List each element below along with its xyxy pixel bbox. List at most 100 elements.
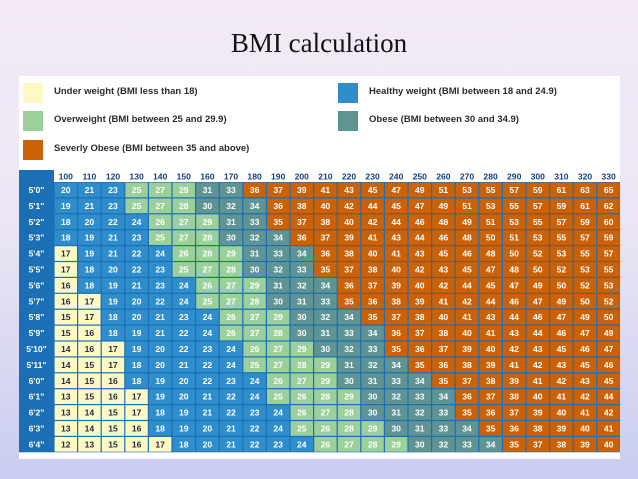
- bmi-cell: [479, 246, 502, 261]
- bmi-value: 15: [85, 376, 95, 386]
- bmi-cell: [408, 325, 431, 341]
- bmi-cell: [337, 357, 361, 373]
- bmi-value: 16: [61, 280, 71, 290]
- bmi-value: 49: [533, 280, 543, 290]
- legend-label-obese: Obese (BMI between 30 and 34.9): [369, 114, 519, 125]
- bmi-cell: [290, 214, 313, 230]
- bmi-cell: [101, 214, 125, 230]
- bmi-cell: [78, 373, 101, 389]
- bmi-cell: [408, 357, 431, 373]
- bmi-value: 37: [509, 408, 519, 418]
- bmi-cell: [243, 341, 266, 357]
- bmi-value: 24: [203, 328, 213, 338]
- bmi-cell: [243, 389, 266, 404]
- bmi-value: 27: [273, 344, 283, 354]
- weight-header-label: 160: [200, 172, 215, 182]
- bmi-value: 29: [321, 376, 331, 386]
- bmi-cell: [597, 341, 620, 357]
- bmi-value: 42: [580, 392, 590, 402]
- bmi-cell: [267, 437, 290, 452]
- bmi-cell: [503, 293, 526, 309]
- bmi-cell: [432, 357, 455, 373]
- bmi-cell: [54, 421, 77, 436]
- bmi-cell: [550, 198, 573, 214]
- height-row-label: 6'0": [29, 376, 45, 386]
- bmi-value: 36: [415, 344, 425, 354]
- bmi-value: 23: [155, 280, 165, 290]
- bmi-value: 28: [368, 439, 378, 449]
- bmi-cell: [267, 357, 290, 373]
- bmi-cell: [479, 389, 502, 404]
- bmi-cell: [432, 246, 455, 261]
- bmi-cell: [125, 182, 148, 198]
- bmi-cell: [337, 389, 361, 404]
- bmi-cell: [314, 437, 337, 452]
- bmi-cell: [125, 293, 148, 309]
- bmi-value: 42: [557, 376, 567, 386]
- bmi-cell: [172, 421, 195, 436]
- bmi-value: 20: [203, 423, 213, 433]
- bmi-value: 29: [368, 423, 378, 433]
- bmi-cell: [408, 341, 431, 357]
- bmi-cell: [290, 262, 313, 277]
- bmi-cell: [455, 278, 479, 293]
- bmi-value: 30: [226, 233, 236, 243]
- bmi-value: 31: [391, 408, 401, 418]
- bmi-cell: [550, 389, 573, 404]
- bmi-value: 55: [580, 249, 590, 259]
- bmi-cell: [337, 405, 361, 420]
- bmi-cell: [54, 373, 77, 389]
- bmi-cell: [78, 293, 101, 309]
- bmi-cell: [550, 293, 573, 309]
- bmi-cell: [455, 341, 479, 357]
- bmi-value: 35: [273, 217, 283, 227]
- height-row-label: 6'1": [29, 392, 45, 402]
- bmi-cell: [290, 389, 313, 404]
- bmi-value: 16: [132, 439, 142, 449]
- bmi-value: 26: [321, 439, 331, 449]
- bmi-value: 17: [85, 312, 95, 322]
- bmi-cell: [125, 325, 148, 341]
- bmi-value: 26: [226, 328, 236, 338]
- bmi-value: 21: [108, 233, 118, 243]
- bmi-cell: [479, 214, 502, 230]
- bmi-value: 38: [462, 360, 472, 370]
- bmi-cell: [314, 325, 337, 341]
- bmi-value: 53: [604, 280, 614, 290]
- bmi-value: 39: [509, 376, 519, 386]
- weight-header-label: 300: [531, 172, 546, 182]
- bmi-value: 47: [415, 201, 425, 211]
- weight-header-label: 270: [460, 172, 475, 182]
- bmi-value: 24: [273, 408, 283, 418]
- bmi-cell: [314, 421, 337, 436]
- bmi-value: 62: [604, 201, 614, 211]
- bmi-cell: [361, 293, 384, 309]
- bmi-cell: [550, 373, 573, 389]
- bmi-cell: [408, 293, 431, 309]
- bmi-cell: [125, 357, 148, 373]
- bmi-value: 23: [273, 439, 283, 449]
- bmi-cell: [314, 198, 337, 214]
- bmi-cell: [243, 357, 266, 373]
- bmi-cell: [125, 230, 148, 245]
- bmi-value: 28: [203, 249, 213, 259]
- bmi-value: 31: [226, 217, 236, 227]
- bmi-value: 19: [61, 201, 71, 211]
- bmi-value: 23: [155, 264, 165, 274]
- bmi-value: 28: [344, 408, 354, 418]
- bmi-value: 48: [462, 233, 472, 243]
- bmi-value: 18: [108, 328, 118, 338]
- bmi-cell: [290, 198, 313, 214]
- bmi-cell: [314, 230, 337, 245]
- bmi-value: 27: [179, 217, 189, 227]
- bmi-value: 24: [273, 423, 283, 433]
- bmi-value: 50: [486, 233, 496, 243]
- bmi-value: 23: [250, 408, 260, 418]
- bmi-cell: [267, 262, 290, 277]
- bmi-cell: [101, 357, 125, 373]
- bmi-value: 27: [321, 408, 331, 418]
- bmi-cell: [314, 246, 337, 261]
- bmi-value: 36: [462, 392, 472, 402]
- bmi-value: 20: [179, 376, 189, 386]
- bmi-value: 15: [61, 328, 71, 338]
